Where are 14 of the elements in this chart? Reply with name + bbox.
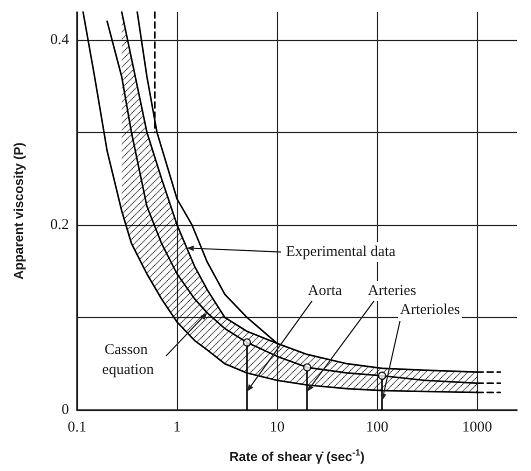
y-tick-label: 0 bbox=[62, 402, 69, 418]
x-tick-label: 1000 bbox=[462, 420, 492, 436]
annotation: Arteries bbox=[368, 283, 416, 299]
x-tick-label: 10 bbox=[270, 420, 285, 436]
annotation: Experimental data bbox=[286, 244, 396, 260]
annotation: Aorta bbox=[308, 283, 342, 299]
x-tick-label: 100 bbox=[366, 420, 388, 436]
y-axis-title: Apparent viscosity (P) bbox=[11, 142, 26, 280]
annotation: Casson equation bbox=[102, 342, 154, 378]
y-tick-label: 0.4 bbox=[50, 32, 70, 48]
y-tick-label: 0.2 bbox=[50, 216, 69, 233]
x-tick-label: 1 bbox=[173, 420, 181, 436]
x-tick-label: 0.1 bbox=[68, 420, 86, 436]
annotation: Arterioles bbox=[400, 302, 460, 318]
